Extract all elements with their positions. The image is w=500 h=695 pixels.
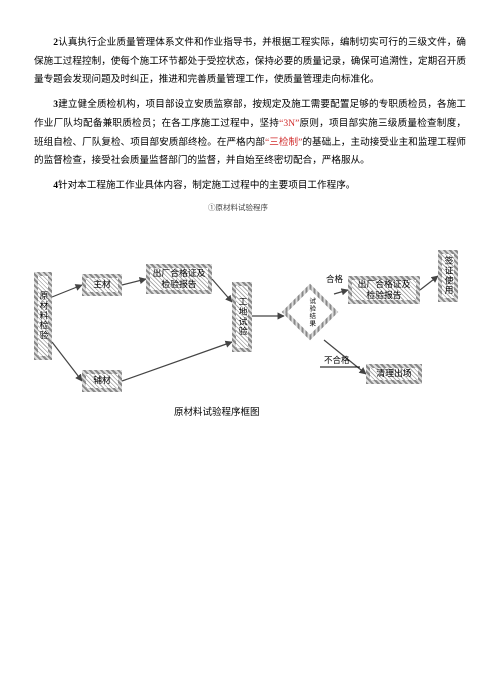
flowchart-caption: 原材料试验程序框图 — [174, 404, 260, 418]
p3-q2: “三检制” — [265, 137, 302, 148]
p4-text: 针对本工程施工作业具体内容，制定施工过程中的主要项目工作程序。 — [58, 180, 355, 191]
node-decision-label: 试验结果 — [307, 297, 314, 327]
node-clean-label: 清理出场 — [376, 368, 411, 379]
fail-underline — [320, 366, 360, 370]
node-use: 签证使用 — [438, 250, 458, 302]
edge-label-pass: 合格 — [326, 273, 343, 285]
node-pass-cert: 出厂合格证及检验报告 — [348, 276, 420, 304]
page: 2认真执行企业质量管理体系文件和作业指导书，并根据工程实际，编制切实可行的三级文… — [0, 0, 500, 462]
node-use-label: 签证使用 — [443, 256, 454, 295]
node-cert: 出厂合格证及检验报告 — [146, 264, 212, 294]
node-clean: 清理出场 — [366, 364, 422, 384]
node-pass-cert-label: 出厂合格证及检验报告 — [354, 279, 414, 301]
node-source: 原材料检验 — [34, 272, 52, 360]
paragraph-4: 4针对本工程施工作业具体内容，制定施工过程中的主要项目工作程序。 — [34, 177, 466, 196]
node-site-test: 工地试验 — [232, 282, 252, 352]
p3-q1: “3N” — [279, 118, 299, 129]
paragraph-2: 2认真执行企业质量管理体系文件和作业指导书，并根据工程实际，编制切实可行的三级文… — [34, 34, 466, 90]
edge-label-fail: 不合格 — [324, 354, 350, 366]
node-main-material-label: 主材 — [93, 279, 111, 290]
paragraph-3: 3建立健全质检机构，项目部设立安质监察部，按规定及施工需要配置足够的专职质检员，… — [34, 96, 466, 171]
node-source-label: 原材料检验 — [38, 291, 49, 340]
node-aux-material: 辅材 — [82, 370, 122, 392]
node-site-test-label: 工地试验 — [237, 297, 248, 336]
node-aux-material-label: 辅材 — [93, 375, 111, 386]
p2-text: 认真执行企业质量管理体系文件和作业指导书，并根据工程实际，编制切实可行的三级文件… — [34, 37, 466, 85]
node-cert-label: 出厂合格证及检验报告 — [152, 268, 206, 290]
node-main-material: 主材 — [82, 274, 122, 296]
flowchart: ①原材料试验程序 原材料检验 主材 辅材 出厂合格证及检验报告 工地试验 — [34, 202, 464, 452]
